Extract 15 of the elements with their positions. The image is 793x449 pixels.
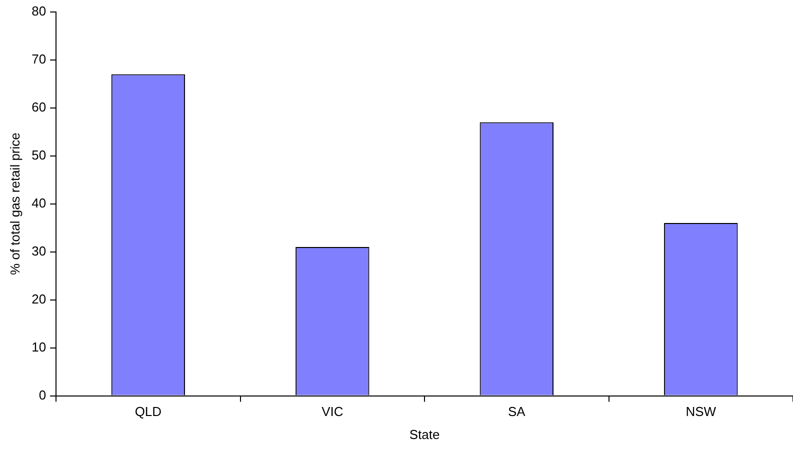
- y-tick-label: 50: [32, 147, 46, 162]
- y-tick-label: 10: [32, 339, 46, 354]
- y-tick-label: 30: [32, 243, 46, 258]
- y-tick-label: 60: [32, 99, 46, 114]
- x-tick-label: VIC: [322, 404, 344, 420]
- x-tick-label: NSW: [686, 404, 717, 420]
- y-tick-label: 40: [32, 195, 46, 210]
- x-tick-label: SA: [508, 404, 526, 420]
- y-tick-label: 20: [32, 291, 46, 306]
- x-axis-title: State: [409, 426, 440, 442]
- y-tick-label: 0: [38, 387, 46, 402]
- y-tick-label: 70: [32, 51, 46, 66]
- x-tick-label: QLD: [134, 404, 162, 420]
- y-tick-label: 80: [32, 3, 46, 18]
- y-axis-title: % of total gas retail price: [7, 132, 22, 275]
